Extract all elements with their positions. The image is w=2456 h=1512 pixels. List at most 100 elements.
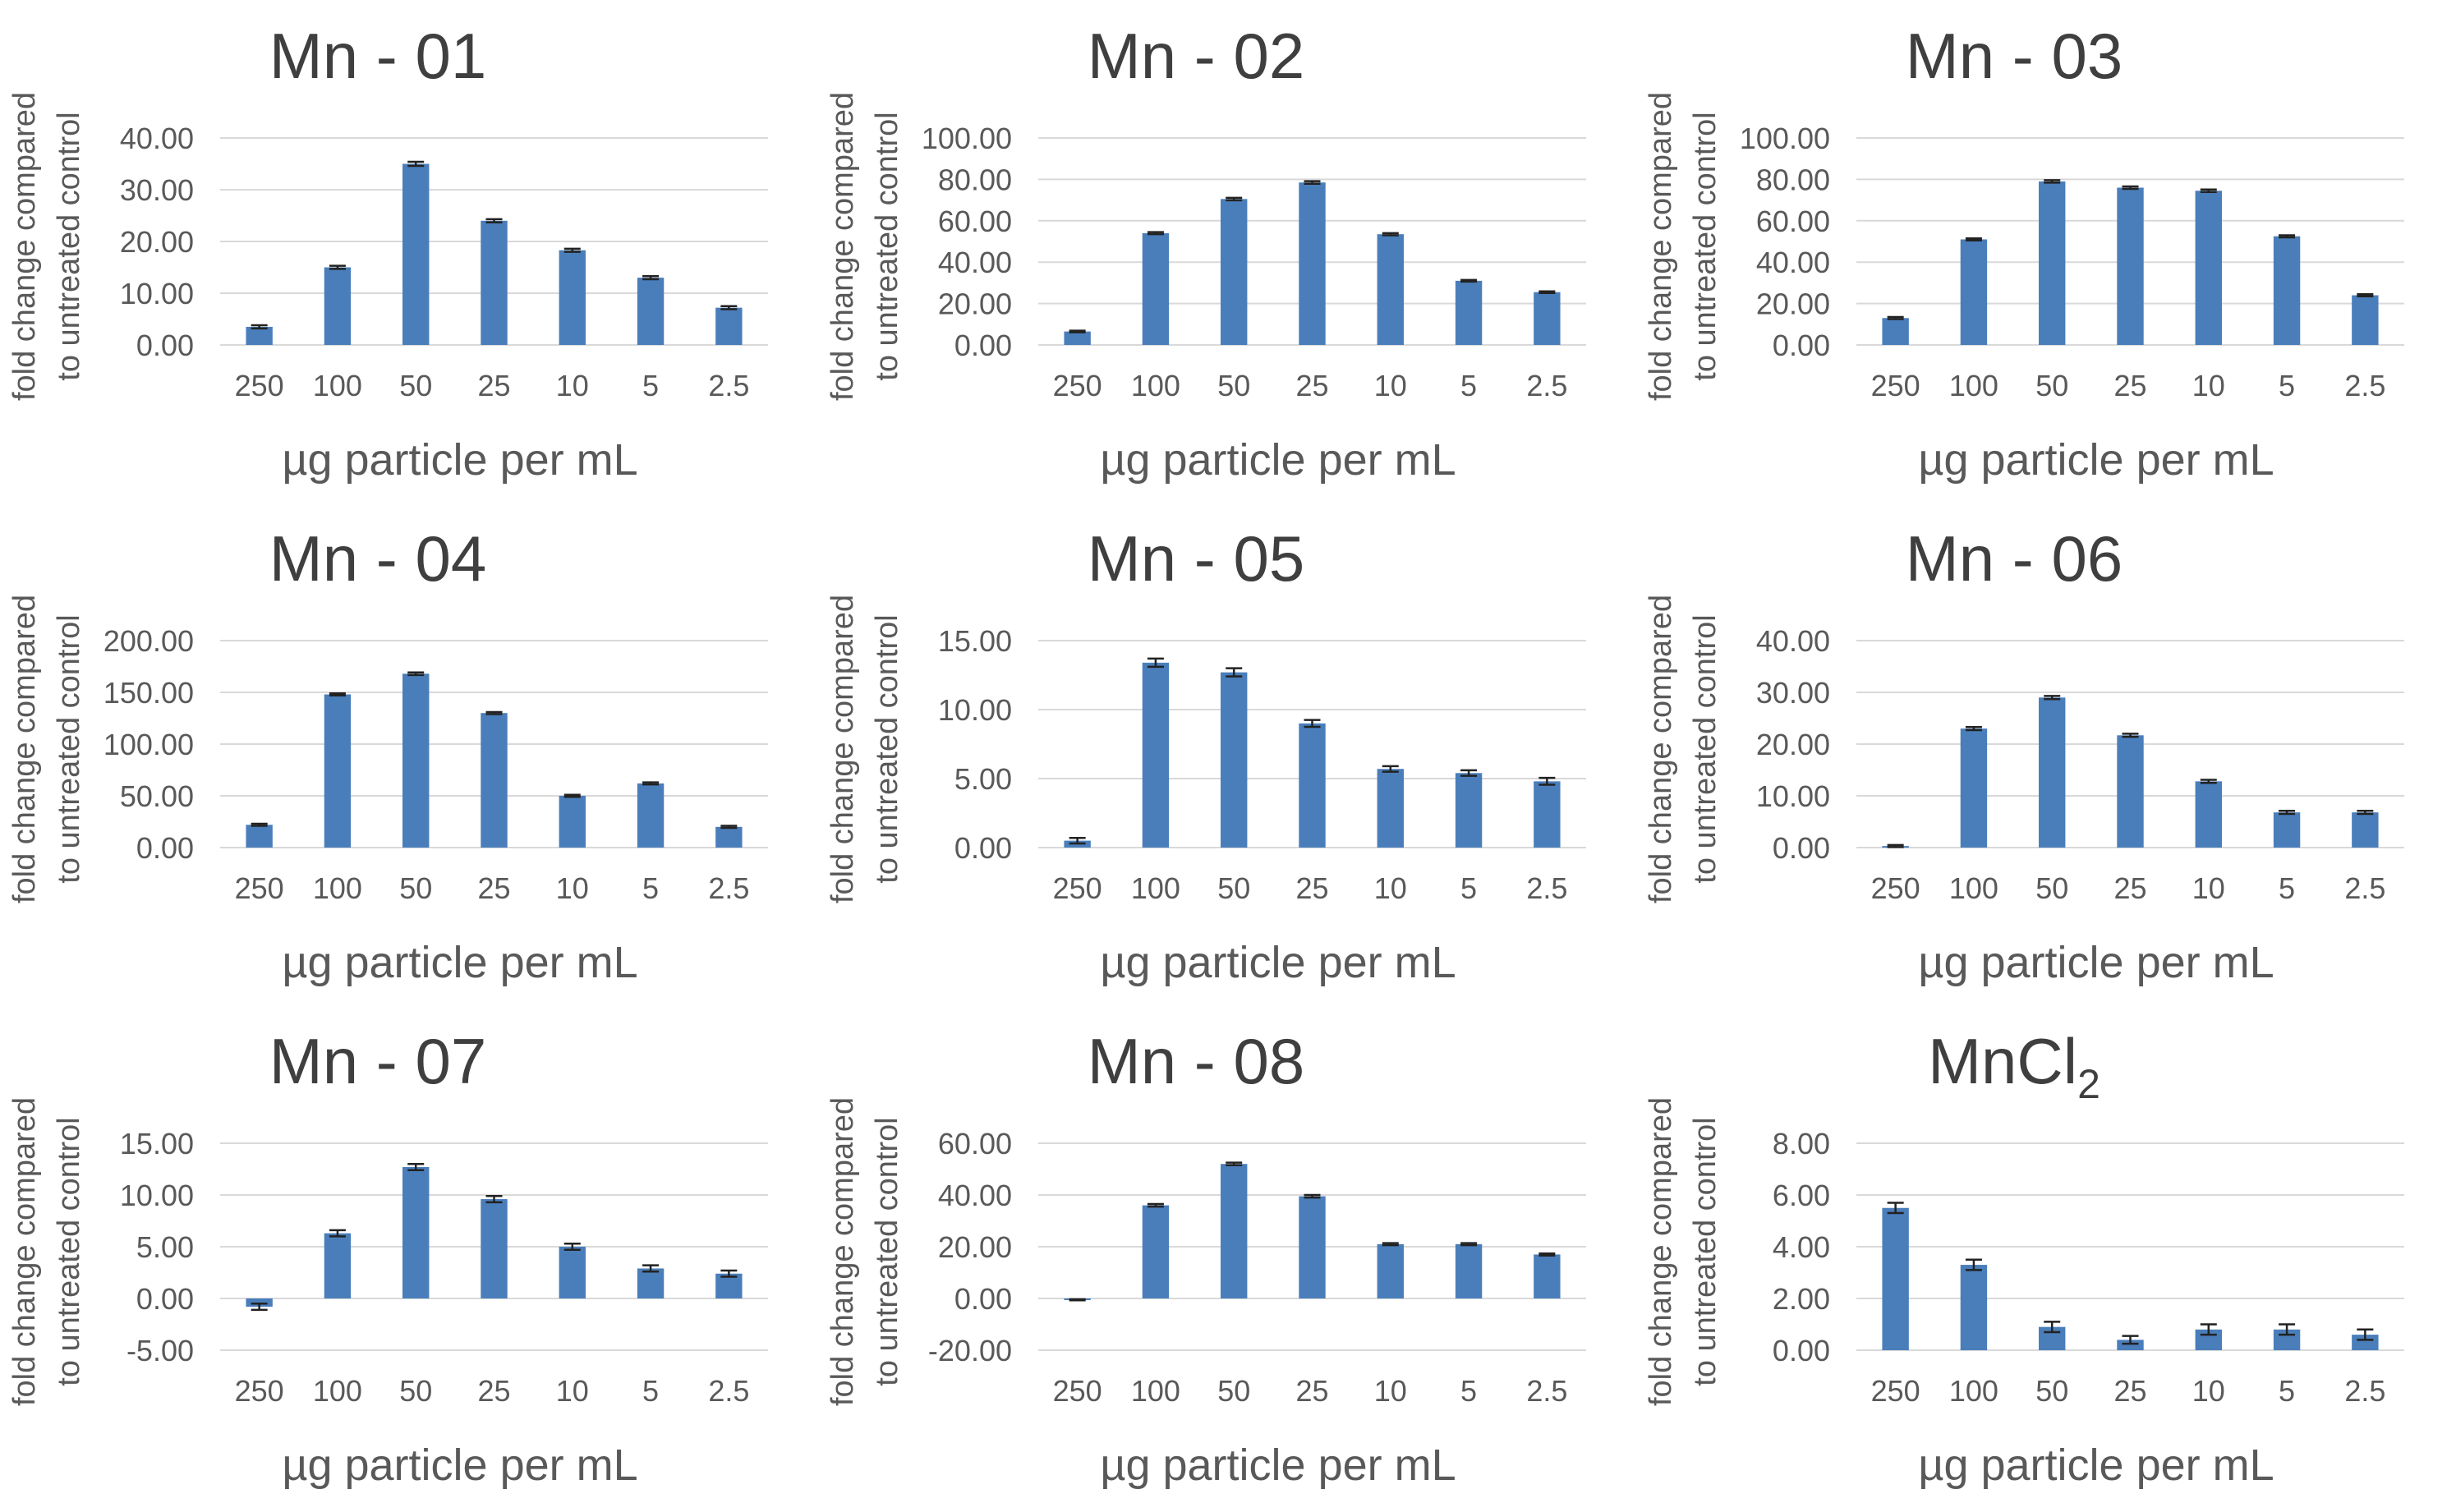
chart-title: Mn - 02 (1088, 20, 1304, 92)
error-bar (2279, 1323, 2296, 1336)
x-tick-label: 25 (2113, 369, 2146, 402)
y-axis-label: to untreated control (1688, 1117, 1722, 1386)
x-tick-label: 250 (235, 871, 284, 905)
y-axis-label: to untreated control (52, 614, 86, 883)
error-bar (251, 1303, 268, 1312)
x-tick-label: 100 (1949, 369, 1998, 402)
bar (1455, 773, 1483, 848)
x-tick-label: 5 (642, 1374, 659, 1408)
x-tick-label: 25 (2113, 871, 2146, 905)
x-tick-label: 250 (1053, 871, 1102, 905)
x-axis-title: µg particle per mL (1918, 435, 2274, 485)
bar (2273, 812, 2301, 848)
y-tick-label: 200.00 (103, 624, 194, 658)
y-axis-label: to untreated control (870, 112, 904, 380)
x-tick-label: 50 (2035, 1374, 2068, 1408)
x-axis-title: µg particle per mL (1100, 1441, 1456, 1490)
y-tick-label: 40.00 (938, 1179, 1012, 1212)
error-bar (407, 671, 425, 677)
y-axis-label: to untreated control (1688, 112, 1722, 380)
bar (1299, 182, 1326, 345)
x-tick-label: 250 (1871, 871, 1920, 905)
error-bar (642, 781, 660, 786)
chart-title-subscript: 2 (2077, 1061, 2100, 1107)
error-bar (407, 1162, 425, 1172)
y-tick-label: 15.00 (938, 624, 1012, 658)
y-tick-label: 0.00 (1773, 831, 1830, 865)
error-bar (1382, 1242, 1399, 1247)
bar (1960, 1265, 1988, 1350)
error-bar (2122, 733, 2139, 738)
x-tick-label: 2.5 (2344, 871, 2385, 905)
error-bar (2279, 234, 2296, 239)
x-tick-label: 250 (1053, 369, 1102, 402)
y-axis-label: to untreated control (870, 1117, 904, 1386)
x-tick-label: 100 (1131, 369, 1180, 402)
error-bar (1965, 725, 1982, 732)
error-bar (2122, 1335, 2139, 1345)
x-tick-label: 250 (1053, 1374, 1102, 1408)
error-bar (485, 218, 503, 223)
bar (559, 1247, 586, 1298)
bar (1377, 1243, 1404, 1298)
bar (481, 220, 508, 345)
error-bar (2357, 810, 2374, 816)
error-bar (720, 825, 738, 830)
y-tick-label: 40.00 (938, 246, 1012, 279)
y-tick-label: 100.00 (1740, 122, 1830, 155)
error-bar (1304, 719, 1321, 728)
bar (1960, 239, 1988, 345)
y-axis-label: fold change compared (7, 595, 42, 903)
error-bar (485, 1195, 503, 1204)
x-tick-label: 100 (313, 871, 362, 905)
x-tick-label: 2.5 (708, 871, 749, 905)
x-tick-label: 25 (1295, 871, 1328, 905)
bar (246, 1298, 273, 1307)
error-bar (563, 1242, 581, 1252)
bar (715, 826, 743, 848)
chart-svg: Mn - 02 fold change compared to untreated … (826, 20, 1586, 485)
y-tick-label: 5.00 (954, 762, 1012, 796)
error-bar (251, 324, 268, 330)
bar (715, 1273, 743, 1298)
error-bar (1147, 1202, 1164, 1208)
y-tick-label: 20.00 (1756, 728, 1830, 761)
bar (1142, 232, 1170, 345)
x-tick-label: 2.5 (2344, 369, 2385, 402)
x-tick-label: 2.5 (1526, 871, 1567, 905)
x-tick-label: 250 (235, 369, 284, 402)
bar (246, 825, 273, 848)
error-bar (2357, 1328, 2374, 1341)
y-tick-label: 60.00 (938, 1127, 1012, 1160)
y-axis-label: fold change compared (826, 92, 860, 401)
error-bar (1460, 1242, 1478, 1247)
chart-panel: Mn - 08 fold change compared to untreated … (818, 1005, 1636, 1508)
x-tick-label: 25 (477, 369, 510, 402)
error-bar (1069, 836, 1086, 845)
y-tick-label: 40.00 (1756, 246, 1830, 279)
x-tick-label: 100 (313, 1374, 362, 1408)
y-tick-label: 8.00 (1773, 1127, 1830, 1160)
y-axis-label: fold change compared (7, 92, 42, 401)
y-tick-label: 2.00 (1773, 1282, 1830, 1316)
x-tick-label: 250 (1871, 369, 1920, 402)
error-bar (2044, 695, 2061, 701)
y-tick-label: 40.00 (120, 122, 194, 155)
bar (324, 1233, 352, 1298)
error-bar (329, 264, 346, 270)
y-tick-label: 0.00 (1773, 1334, 1830, 1367)
error-bar (642, 274, 660, 281)
bar (2273, 236, 2301, 345)
y-tick-label: 5.00 (136, 1230, 194, 1264)
bar (324, 267, 352, 345)
bar (1882, 1207, 1909, 1350)
chart-panel: Mn - 01 fold change compared to untreated … (0, 0, 818, 503)
y-tick-label: 20.00 (938, 1230, 1012, 1264)
y-tick-label: 80.00 (938, 163, 1012, 196)
bar (559, 796, 586, 848)
y-axis-label: fold change compared (826, 1097, 860, 1406)
bar (559, 250, 586, 345)
error-bar (1887, 315, 1904, 320)
bar (402, 673, 430, 848)
error-bar (1538, 776, 1556, 786)
